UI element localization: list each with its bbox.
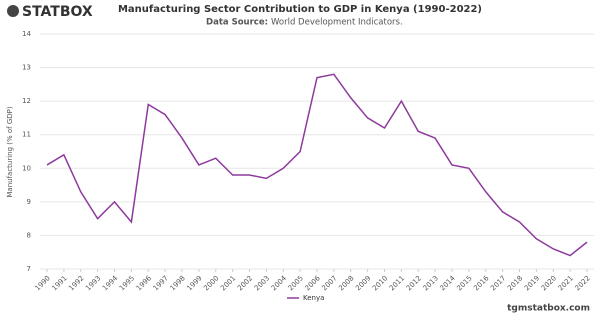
y-tick-label: 12 (22, 97, 31, 105)
x-tick-label: 1999 (185, 274, 203, 292)
x-tick-label: 2016 (472, 274, 491, 293)
x-tick-label: 2017 (489, 274, 507, 292)
footer: tgmstatbox.com (507, 304, 590, 314)
x-tick-label: 2003 (253, 274, 271, 292)
x-tick-label: 2008 (337, 274, 355, 292)
y-tick-label: 8 (27, 231, 31, 239)
legend-label: Kenya (303, 294, 324, 302)
x-tick-label: 2000 (202, 274, 220, 292)
x-tick-label: 2005 (287, 274, 305, 292)
x-tick-label: 2011 (388, 274, 406, 292)
x-tick-label: 2004 (270, 274, 289, 293)
x-tick-label: 1995 (118, 274, 136, 292)
x-tick-label: 1990 (34, 274, 52, 292)
y-tick-label: 13 (22, 64, 31, 72)
x-tick-label: 1993 (84, 274, 102, 292)
x-tick-label: 2022 (574, 274, 592, 292)
y-tick-label: 10 (22, 164, 31, 172)
x-tick-label: 2012 (405, 274, 423, 292)
source: World Development Indicators. (271, 18, 403, 28)
logo: STATBOX (22, 4, 93, 20)
y-tick-label: 14 (22, 30, 31, 38)
x-tick-label: 2007 (320, 274, 338, 292)
y-axis-label: Manufacturing (% of GDP) (6, 106, 14, 198)
y-tick-label: 11 (22, 131, 31, 139)
chart-title: Manufacturing Sector Contribution to GDP… (118, 4, 482, 15)
x-tick-label: 1991 (50, 274, 68, 292)
x-tick-label: 2013 (422, 274, 440, 292)
y-tick-label: 7 (27, 265, 31, 273)
x-tick-label: 2010 (371, 274, 389, 292)
x-tick-label: 1997 (152, 274, 170, 292)
source-label: Data Source: (206, 18, 268, 28)
x-tick-label: 2019 (523, 274, 541, 292)
x-tick-label: 2015 (455, 274, 473, 292)
y-tick-label: 9 (27, 198, 31, 206)
x-tick-label: 2018 (506, 274, 524, 292)
x-tick-label: 2006 (304, 274, 323, 293)
x-tick-label: 1992 (67, 274, 85, 292)
logo-icon (7, 5, 19, 17)
x-tick-label: 1998 (169, 274, 187, 292)
x-tick-label: 2002 (236, 274, 254, 292)
x-tick-label: 1994 (101, 274, 120, 293)
x-tick-label: 2009 (354, 274, 372, 292)
x-tick-label: 2014 (439, 274, 458, 293)
x-tick-label: 1996 (135, 274, 154, 293)
x-tick-label: 2001 (219, 274, 237, 292)
line (46, 73, 588, 257)
x-tick-label: 2020 (540, 274, 558, 292)
x-tick-label: 2021 (557, 274, 575, 292)
